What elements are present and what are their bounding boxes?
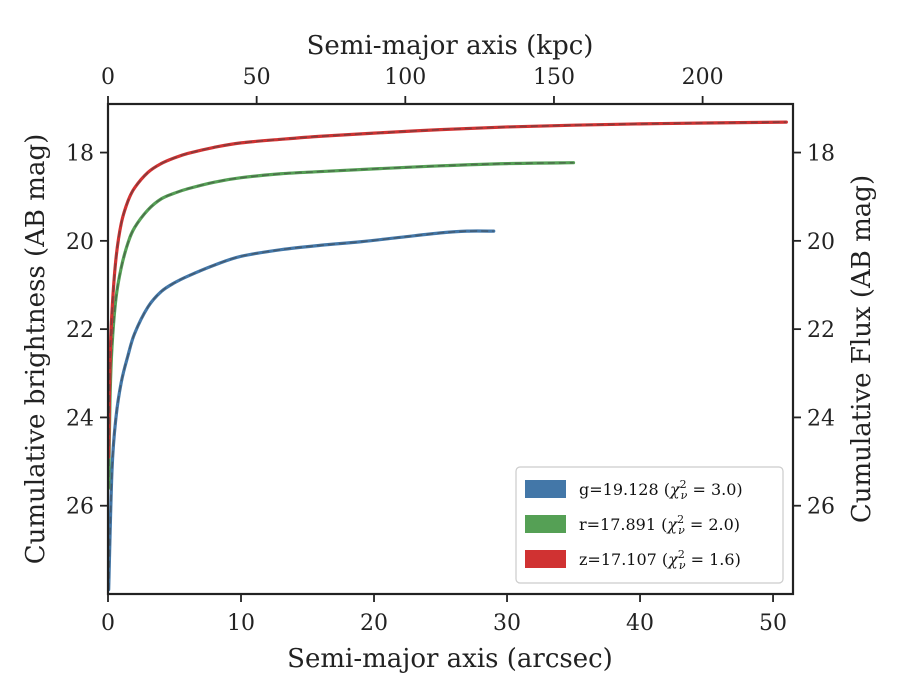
legend-label-part: 2 [680, 478, 687, 491]
legend-label-part: χ [669, 480, 681, 499]
top-x-tick-label: 150 [533, 65, 575, 90]
legend-label-part: = 1.6) [686, 550, 741, 569]
top-x-tick-label: 0 [101, 65, 115, 90]
right-y-tick-label: 24 [807, 406, 835, 431]
legend-label-part: χ [667, 550, 679, 569]
y-tick-label: 20 [66, 230, 94, 255]
legend-label-part: χ [666, 515, 678, 534]
legend-label-z: z=17.107 (χ2 ν = 1.6) [579, 548, 741, 572]
legend-box [515, 466, 784, 584]
curves-layer [107, 120, 788, 592]
x-tick-label: 20 [360, 611, 388, 636]
top-x-tick-label: 200 [682, 65, 724, 90]
series-model-dashed-z [107, 121, 787, 458]
series-model-dashed-g [107, 230, 494, 590]
legend-label-part: ν [678, 524, 685, 537]
legend-label-part: = 2.0) [685, 515, 740, 534]
legend-label-r: r=17.891 (χ2 ν = 2.0) [579, 513, 740, 537]
right-y-tick-label: 22 [807, 318, 835, 343]
right-y-axis-label: Cumulative Flux (AB mag) [847, 175, 877, 523]
x-tick-label: 10 [227, 611, 255, 636]
series-line-g [107, 229, 496, 592]
legend-label-g: g=19.128 (χ2 ν = 3.0) [579, 478, 743, 502]
y-axis-label: Cumulative brightness (AB mag) [21, 134, 51, 565]
series-line-r [107, 161, 576, 490]
legend-swatch-g [525, 480, 566, 498]
legend-label-part: 2 [678, 548, 685, 561]
right-y-tick-label: 26 [807, 495, 835, 520]
x-tick-label: 30 [493, 611, 521, 636]
top-x-axis-label: Semi-major axis (kpc) [307, 31, 594, 61]
y-tick-label: 26 [66, 495, 94, 520]
legend-label-part: 2 [677, 513, 684, 526]
y-tick-label: 22 [66, 318, 94, 343]
x-tick-label: 40 [626, 611, 654, 636]
legend-label-part: z=17.107 ( [579, 550, 668, 569]
top-x-tick-label: 100 [384, 65, 426, 90]
legend-label-part: = 3.0) [687, 480, 742, 499]
legend: g=19.128 (χ2 ν = 3.0)r=17.891 (χ2 ν = 2.0)… [515, 466, 784, 584]
legend-swatch-z [525, 550, 566, 568]
plot-frame [106, 102, 795, 596]
right-y-tick-label: 18 [807, 142, 835, 167]
y-tick-label: 18 [66, 142, 94, 167]
x-axis-label: Semi-major axis (arcsec) [287, 644, 613, 674]
legend-label-part: ν [679, 559, 686, 572]
legend-label-part: r=17.891 ( [579, 515, 667, 534]
top-x-tick-label: 50 [243, 65, 271, 90]
y-tick-label: 24 [66, 406, 94, 431]
series-model-dashed-r [107, 161, 574, 489]
x-tick-label: 0 [101, 611, 115, 636]
right-y-tick-label: 20 [807, 230, 835, 255]
legend-swatch-r [525, 515, 566, 533]
legend-label-part: g=19.128 ( [579, 480, 670, 499]
x-tick-label: 50 [759, 611, 787, 636]
legend-label-part: ν [681, 489, 688, 502]
series-line-z [107, 120, 788, 459]
